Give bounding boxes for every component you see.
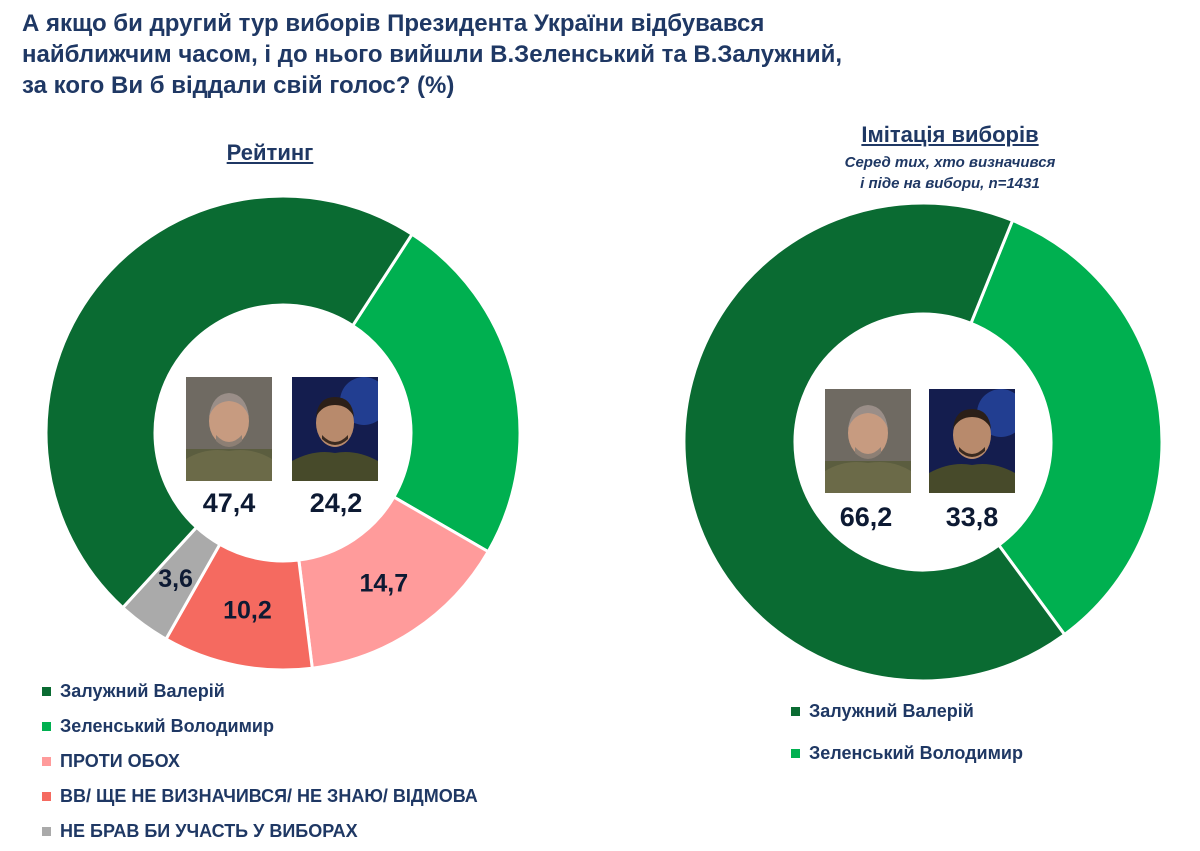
legend-item: Зеленський Володимир [791, 732, 1023, 774]
legend-item: Залужний Валерій [42, 674, 478, 709]
legend-item: Зеленський Володимир [42, 709, 478, 744]
donut-segment [968, 218, 1164, 637]
legend-marker [791, 706, 800, 716]
data-label: 33,8 [946, 502, 999, 532]
simulation-chart-title: Імітація виборів [861, 122, 1039, 147]
subtitle-line: і піде на вибори, n=1431 [860, 175, 1040, 192]
legend-marker [42, 687, 51, 696]
data-label: 66,2 [840, 502, 893, 532]
data-label: 24,2 [310, 488, 363, 518]
donut-segment [682, 201, 1067, 683]
legend-marker [42, 757, 51, 766]
title-line: А якщо би другий тур виборів Президента … [22, 10, 765, 37]
data-label: 10,2 [223, 597, 272, 625]
title-line: найближчим часом, і до нього вийшли В.Зе… [22, 41, 843, 68]
rating-legend: Залужний Валерій Зеленський Володимир ПР… [42, 674, 478, 849]
legend-label: Залужний Валерій [60, 681, 225, 701]
legend-label: ВВ/ ЩЕ НЕ ВИЗНАЧИВСЯ/ НЕ ЗНАЮ/ ВІДМОВА [60, 786, 478, 806]
legend-marker [42, 722, 51, 731]
legend-label: ПРОТИ ОБОХ [60, 751, 180, 771]
legend-marker [42, 827, 51, 836]
legend-item: ВВ/ ЩЕ НЕ ВИЗНАЧИВСЯ/ НЕ ЗНАЮ/ ВІДМОВА [42, 779, 478, 814]
rating-chart-title: Рейтинг [226, 140, 314, 165]
legend-label: Залужний Валерій [809, 700, 974, 721]
zaluzhnyi-portrait-icon [825, 389, 911, 493]
subtitle-line: Серед тих, хто визначився [844, 154, 1056, 171]
legend-label: Зеленський Володимир [809, 742, 1023, 763]
zelenskyi-portrait-icon [292, 377, 378, 481]
zaluzhnyi-portrait-icon [186, 377, 272, 481]
donut-segment [44, 194, 415, 610]
simulation-legend: Залужний Валерій Зеленський Володимир [791, 690, 1023, 774]
data-label: 47,4 [203, 488, 256, 518]
donut-segment [297, 495, 491, 670]
donut-segment [350, 232, 522, 554]
title-line: за кого Ви б віддали свій голос? (%) [22, 72, 455, 99]
legend-item: НЕ БРАВ БИ УЧАСТЬ У ВИБОРАХ [42, 814, 478, 849]
legend-label: Зеленський Володимир [60, 716, 274, 736]
legend-label: НЕ БРАВ БИ УЧАСТЬ У ВИБОРАХ [60, 821, 358, 841]
legend-item: ПРОТИ ОБОХ [42, 744, 478, 779]
data-label: 14,7 [359, 570, 408, 598]
data-label: 3,6 [158, 565, 193, 593]
legend-item: Залужний Валерій [791, 690, 1023, 732]
simulation-chart-subtitle: Серед тих, хто визначився і піде на вибо… [780, 152, 1120, 194]
page-title: А якщо би другий тур виборів Президента … [22, 8, 1022, 101]
zelenskyi-portrait-icon [929, 389, 1015, 493]
legend-marker [42, 792, 51, 801]
legend-marker [791, 748, 800, 758]
